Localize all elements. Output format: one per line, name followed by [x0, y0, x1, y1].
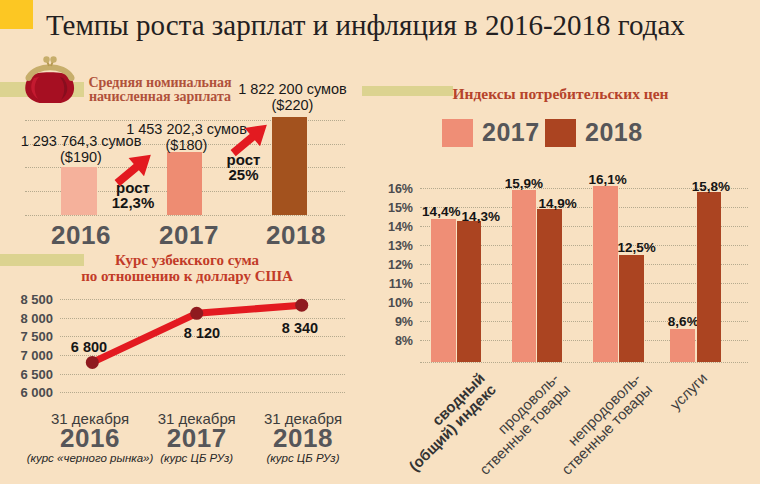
cpi-bar-2017	[512, 190, 537, 362]
growth-arrow-icon	[226, 118, 274, 160]
legend-label-2017: 2017	[482, 118, 540, 147]
fx-ytick-label: 6 000	[8, 385, 53, 400]
fx-year: 2018	[228, 427, 378, 450]
fx-x-label: 31 декабря2018(курс ЦБ РУз)	[228, 412, 378, 464]
salary-year-label: 2017	[129, 220, 249, 251]
salary-value-label: 1 822 200 сумов($220)	[183, 82, 403, 113]
fx-ytick-label: 7 500	[8, 329, 53, 344]
cpi-value-label: 12,5%	[607, 240, 667, 255]
legend-swatch-2018	[545, 119, 576, 147]
cpi-value-label: 14,3%	[451, 209, 511, 224]
cpi-bar-2017	[431, 219, 456, 362]
accent-square	[0, 0, 33, 29]
cpi-bar-2018	[697, 192, 722, 362]
purse-icon	[20, 53, 80, 103]
cpi-value-label: 16,1%	[578, 172, 638, 187]
salary-year-label: 2016	[21, 220, 141, 251]
cpi-ytick-label: 8%	[373, 334, 413, 348]
legend-swatch-2017	[442, 119, 473, 147]
salary-year-label: 2018	[236, 220, 356, 251]
cpi-value-label: 15,9%	[494, 176, 554, 191]
cpi-baseline	[420, 362, 748, 363]
cpi-bar-2018	[457, 221, 482, 362]
cpi-bar-2017	[670, 329, 695, 362]
fx-ytick-label: 8 500	[8, 292, 53, 307]
cpi-value-label: 14,9%	[528, 196, 588, 211]
cpi-ytick-label: 14%	[373, 220, 413, 234]
cpi-ytick-label: 16%	[373, 182, 413, 196]
fx-point-label: 6 800	[49, 339, 129, 355]
legend-label-2018: 2018	[585, 118, 643, 147]
salary-gridline	[25, 215, 345, 216]
cpi-ytick-label: 10%	[373, 296, 413, 310]
cpi-ytick-label: 13%	[373, 239, 413, 253]
cpi-ytick-label: 15%	[373, 201, 413, 215]
page-title: Темпы роста зарплат и инфляция в 2016-20…	[46, 9, 685, 42]
cpi-ytick-label: 9%	[373, 315, 413, 329]
exchange-chart-title: Курс узбекского сума по отношению к долл…	[66, 253, 308, 284]
growth-arrow-icon	[110, 148, 158, 190]
cpi-bar-2018	[619, 255, 644, 362]
fx-point-label: 8 120	[162, 325, 242, 341]
cpi-ytick-label: 11%	[373, 277, 413, 291]
fx-ytick-label: 8 000	[8, 311, 53, 326]
exchange-title-line1: Курс узбекского сума	[66, 253, 308, 269]
cpi-ytick-label: 12%	[373, 258, 413, 272]
cpi-chart-title: Индексы потребительских цен	[430, 85, 691, 103]
fx-point-label: 8 340	[260, 320, 340, 336]
fx-ytick-label: 7 000	[8, 348, 53, 363]
cpi-bar-2018	[537, 209, 562, 362]
fx-ytick-label: 6 500	[8, 367, 53, 382]
infographic-page: Темпы роста зарплат и инфляция в 2016-20…	[0, 0, 760, 484]
fx-caption: (курс ЦБ РУз)	[228, 452, 378, 464]
cpi-value-label: 15,8%	[681, 179, 741, 194]
exchange-title-line2: по отношению к доллару США	[66, 269, 308, 285]
cpi-category-label: услуги	[667, 370, 710, 413]
cpi-bar-2017	[593, 186, 618, 362]
